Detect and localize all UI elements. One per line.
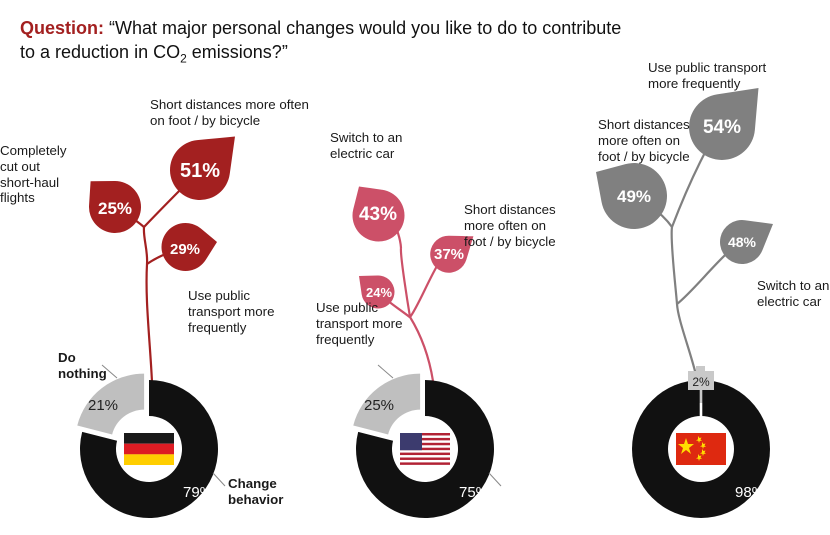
svg-text:43%: 43% [359,204,397,225]
svg-text:29%: 29% [170,241,200,258]
svg-text:25%: 25% [98,199,132,218]
svg-text:21%: 21% [88,397,118,414]
svg-text:37%: 37% [434,246,464,263]
svg-text:98%: 98% [735,484,765,501]
svg-text:49%: 49% [617,187,651,206]
svg-text:48%: 48% [728,234,757,250]
svg-text:51%: 51% [180,160,220,182]
svg-text:75%: 75% [459,484,489,501]
svg-text:79%: 79% [183,484,213,501]
svg-text:2%: 2% [692,375,710,389]
svg-text:24%: 24% [366,285,392,300]
svg-text:25%: 25% [364,397,394,414]
